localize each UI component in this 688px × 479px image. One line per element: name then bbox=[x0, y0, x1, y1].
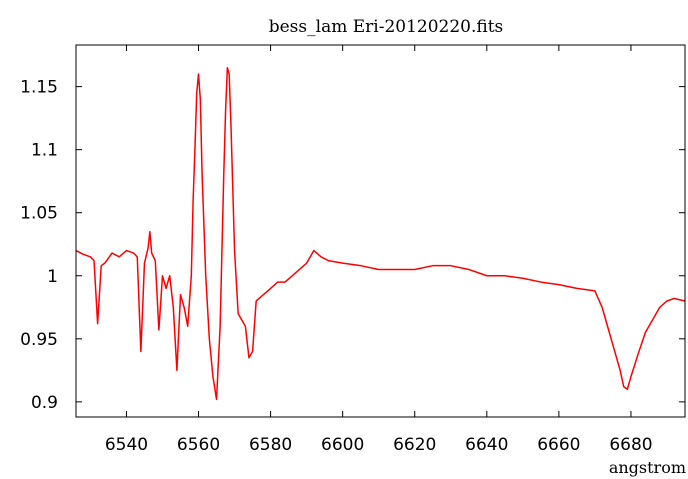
y-tick-label: 1 bbox=[47, 267, 58, 287]
y-tick-label: 0.95 bbox=[20, 330, 58, 350]
y-axis: 0.9 0.95 1 1.05 1.1 1.15 bbox=[20, 78, 685, 413]
plot-frame bbox=[75, 44, 686, 418]
y-tick-label: 0.9 bbox=[31, 393, 58, 413]
x-axis: 6540 6560 6580 6600 6620 6640 6660 6680 bbox=[105, 45, 653, 455]
y-tick-label: 1.05 bbox=[20, 204, 58, 224]
spectrum-line bbox=[75, 66, 686, 401]
y-tick-label: 1.1 bbox=[31, 141, 58, 161]
x-tick-label: 6600 bbox=[321, 435, 364, 455]
x-tick-label: 6620 bbox=[393, 435, 436, 455]
x-tick-label: 6560 bbox=[177, 435, 220, 455]
chart-title: bess_lam Eri-20120220.fits bbox=[269, 17, 504, 37]
y-tick-label: 1.15 bbox=[20, 78, 58, 98]
x-tick-label: 6660 bbox=[537, 435, 580, 455]
x-axis-label: angstrom bbox=[609, 458, 686, 477]
series-layer bbox=[75, 66, 686, 401]
x-tick-label: 6540 bbox=[105, 435, 148, 455]
x-tick-label: 6680 bbox=[609, 435, 652, 455]
x-tick-label: 6580 bbox=[249, 435, 292, 455]
x-tick-label: 6640 bbox=[465, 435, 508, 455]
